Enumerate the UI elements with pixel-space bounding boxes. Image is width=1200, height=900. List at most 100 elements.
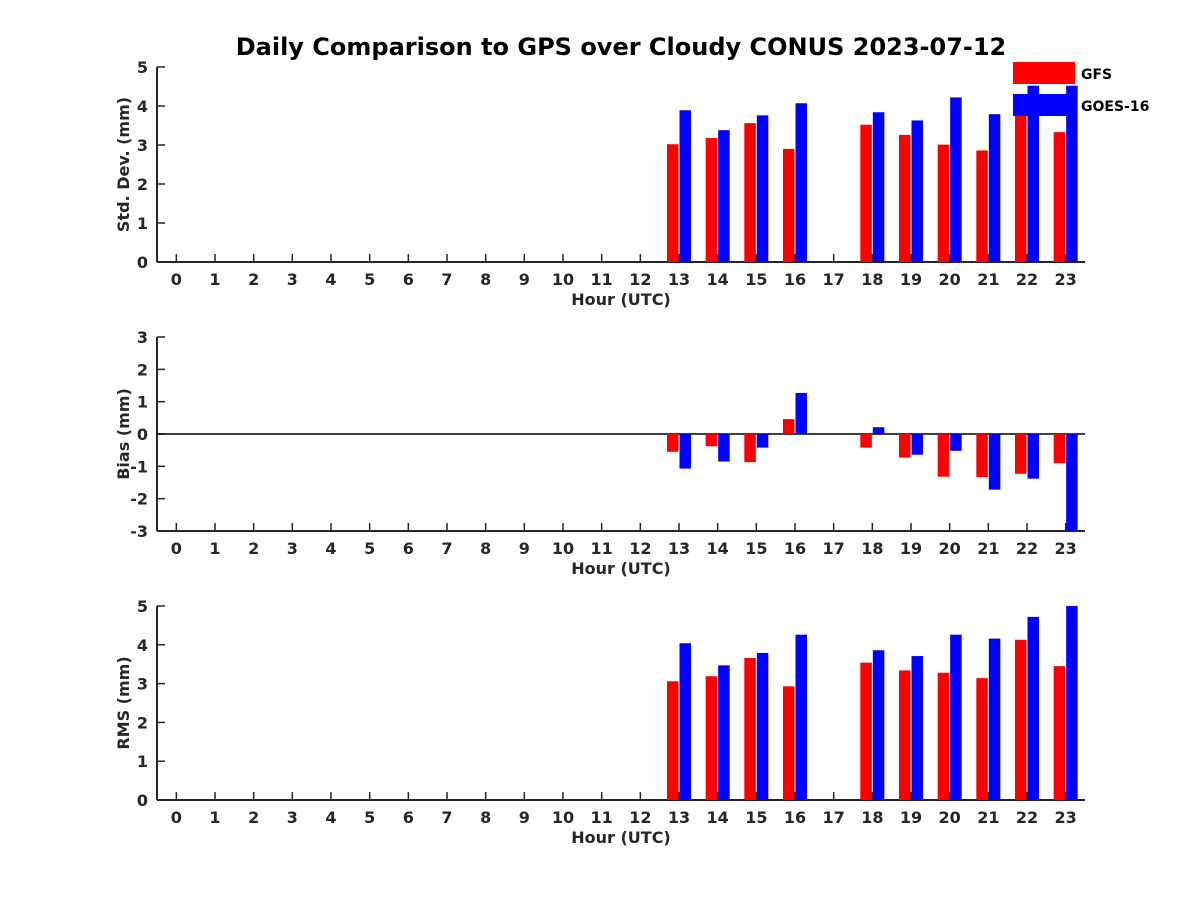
bar-gfs-hour-16 (783, 419, 795, 434)
x-tick-label: 11 (591, 270, 613, 289)
bar-goes-16-hour-21 (988, 434, 1001, 490)
x-tick-label: 5 (364, 539, 375, 558)
y-axis-label: RMS (mm) (114, 656, 133, 749)
bar-goes-16-hour-23 (1066, 434, 1078, 531)
bar-gfs-hour-23 (1053, 434, 1066, 464)
x-tick-label: 0 (171, 808, 182, 827)
x-tick-label: 21 (977, 270, 999, 289)
x-tick-label: 12 (629, 539, 651, 558)
x-tick-label: 14 (707, 270, 729, 289)
x-tick-label: 3 (287, 270, 298, 289)
x-tick-label: 6 (403, 808, 414, 827)
bar-gfs-hour-19 (899, 134, 911, 262)
x-tick-label: 15 (745, 270, 767, 289)
x-tick-label: 2 (248, 539, 259, 558)
bar-gfs-hour-19 (899, 670, 911, 800)
x-tick-label: 10 (552, 270, 574, 289)
x-tick-label: 22 (1016, 808, 1038, 827)
bar-goes-16-hour-19 (911, 656, 923, 800)
y-tick-label: 4 (137, 636, 148, 655)
x-tick-label: 9 (519, 539, 530, 558)
x-tick-label: 2 (248, 270, 259, 289)
x-tick-label: 22 (1016, 539, 1038, 558)
bar-goes-16-hour-18 (872, 427, 885, 434)
x-tick-label: 18 (861, 808, 883, 827)
y-tick-label: 2 (137, 713, 148, 732)
y-tick-label: 5 (137, 58, 148, 77)
y-tick-label: -1 (130, 457, 148, 476)
bar-gfs-hour-21 (976, 678, 988, 800)
bar-goes-16-hour-16 (795, 392, 807, 434)
bar-goes-16-hour-13 (679, 110, 691, 262)
x-tick-label: 1 (209, 270, 220, 289)
bar-goes-16-hour-22 (1027, 616, 1039, 800)
bar-gfs-hour-22 (1015, 639, 1027, 800)
y-tick-label: 1 (137, 214, 148, 233)
bar-goes-16-hour-15 (756, 434, 769, 448)
x-tick-label: 7 (441, 808, 452, 827)
y-tick-label: 0 (137, 791, 148, 810)
x-tick-label: 10 (552, 808, 574, 827)
x-tick-label: 16 (784, 808, 806, 827)
x-axis-label: Hour (UTC) (571, 828, 671, 847)
legend-swatch-gfs (1013, 62, 1075, 84)
bar-goes-16-hour-15 (756, 115, 769, 262)
x-tick-label: 19 (900, 808, 922, 827)
bar-goes-16-hour-19 (911, 434, 923, 455)
x-tick-label: 17 (823, 270, 845, 289)
x-tick-label: 21 (977, 539, 999, 558)
bar-gfs-hour-15 (744, 434, 756, 463)
x-tick-label: 20 (939, 270, 961, 289)
chart-title: Daily Comparison to GPS over Cloudy CONU… (236, 33, 1007, 61)
bar-gfs-hour-18 (860, 434, 872, 448)
bar-gfs-hour-13 (667, 144, 679, 262)
bar-gfs-hour-22 (1015, 434, 1027, 474)
x-tick-label: 4 (325, 270, 336, 289)
x-tick-label: 15 (745, 539, 767, 558)
x-tick-label: 20 (939, 808, 961, 827)
x-tick-label: 19 (900, 270, 922, 289)
bar-goes-16-hour-23 (1066, 85, 1078, 262)
x-tick-label: 8 (480, 270, 491, 289)
x-tick-label: 8 (480, 539, 491, 558)
bar-gfs-hour-14 (705, 676, 718, 800)
bar-goes-16-hour-13 (679, 643, 691, 800)
x-tick-label: 14 (707, 539, 729, 558)
y-tick-label: 5 (137, 597, 148, 616)
x-axis-label: Hour (UTC) (571, 559, 671, 578)
bar-goes-16-hour-14 (718, 434, 730, 462)
bar-gfs-hour-13 (667, 681, 679, 800)
x-tick-label: 8 (480, 808, 491, 827)
y-tick-label: -3 (130, 522, 148, 541)
bar-gfs-hour-16 (783, 686, 795, 800)
x-tick-label: 22 (1016, 270, 1038, 289)
x-tick-label: 7 (441, 539, 452, 558)
x-tick-label: 5 (364, 808, 375, 827)
y-axis-label: Std. Dev. (mm) (114, 97, 133, 232)
x-tick-label: 16 (784, 270, 806, 289)
x-tick-label: 6 (403, 539, 414, 558)
legend: GFS GOES-16 (1013, 62, 1149, 116)
bar-gfs-hour-23 (1053, 132, 1066, 262)
bar-goes-16-hour-14 (718, 130, 730, 262)
bar-gfs-hour-20 (937, 672, 950, 800)
x-tick-label: 13 (668, 808, 690, 827)
x-tick-label: 21 (977, 808, 999, 827)
bar-gfs-hour-14 (705, 434, 718, 447)
x-tick-label: 3 (287, 539, 298, 558)
y-tick-label: 3 (137, 675, 148, 694)
x-tick-label: 11 (591, 808, 613, 827)
x-tick-label: 23 (1055, 808, 1077, 827)
x-tick-label: 12 (629, 270, 651, 289)
y-tick-label: 3 (137, 328, 148, 347)
y-tick-label: 1 (137, 393, 148, 412)
bar-goes-16-hour-14 (718, 665, 730, 800)
x-tick-label: 11 (591, 539, 613, 558)
y-tick-label: 1 (137, 752, 148, 771)
x-tick-label: 12 (629, 808, 651, 827)
y-tick-label: 2 (137, 360, 148, 379)
x-tick-label: 2 (248, 808, 259, 827)
